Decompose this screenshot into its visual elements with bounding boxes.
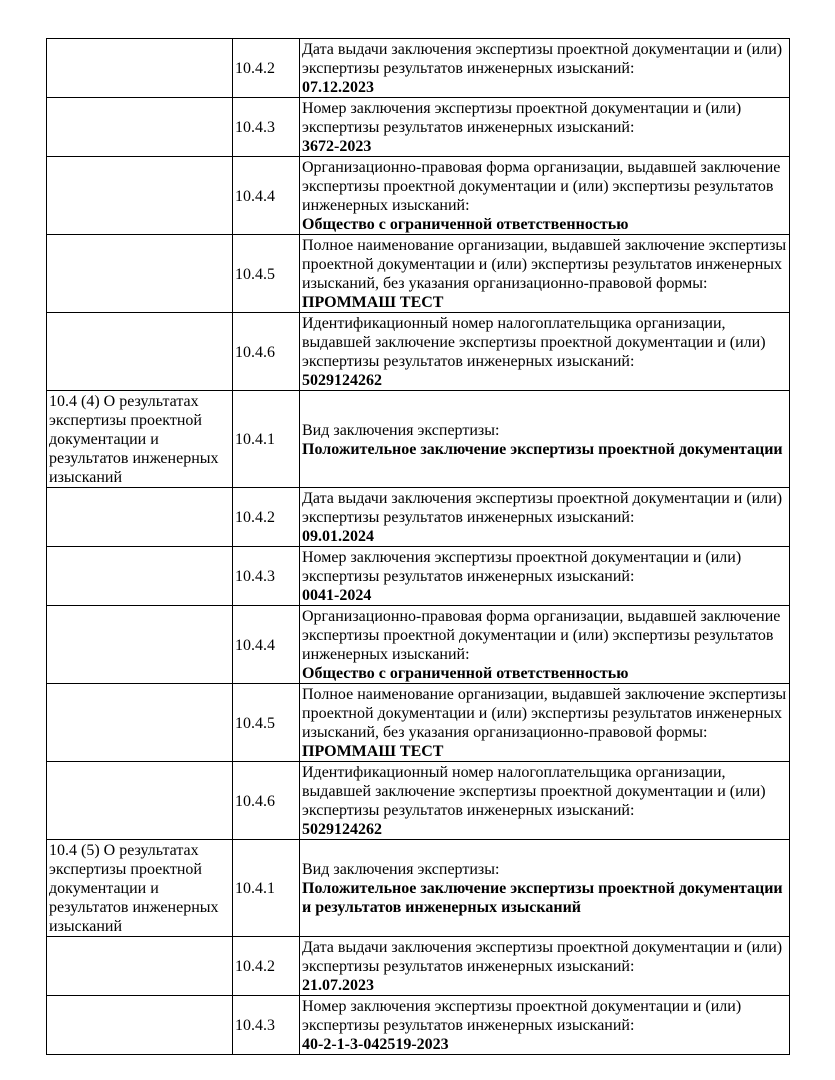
field-value: Положительное заключение экспертизы прое… xyxy=(302,440,783,458)
section-cell xyxy=(46,156,233,235)
content-cell: Идентификационный номер налогоплательщик… xyxy=(299,761,790,840)
table-row: 10.4 (5) О результатах экспертизы проект… xyxy=(46,839,790,937)
section-cell xyxy=(46,936,233,996)
code-cell: 10.4.6 xyxy=(232,761,300,840)
code-cell: 10.4.5 xyxy=(232,234,300,313)
table-row: 10.4.2 Дата выдачи заключения экспертизы … xyxy=(46,38,790,98)
code-cell: 10.4.3 xyxy=(232,995,300,1055)
code-cell: 10.4.2 xyxy=(232,38,300,98)
field-value: Положительное заключение экспертизы прое… xyxy=(302,880,783,916)
code-cell: 10.4.2 xyxy=(232,487,300,547)
section-cell xyxy=(46,234,233,313)
code-cell: 10.4.4 xyxy=(232,156,300,235)
code-cell: 10.4.4 xyxy=(232,605,300,684)
table-row: 10.4.5 Полное наименование организации, в… xyxy=(46,683,790,762)
field-label: Дата выдачи заключения экспертизы проект… xyxy=(302,939,783,975)
field-label: Организационно-правовая форма организаци… xyxy=(302,608,781,663)
content-cell: Номер заключения экспертизы проектной до… xyxy=(299,546,790,606)
section-cell: 10.4 (5) О результатах экспертизы проект… xyxy=(46,839,233,937)
table-row: 10.4 (4) О результатах экспертизы проект… xyxy=(46,390,790,488)
field-label: Вид заключения экспертизы: xyxy=(302,861,500,878)
expertise-table: 10.4.2 Дата выдачи заключения экспертизы … xyxy=(46,38,790,1055)
content-cell: Вид заключения экспертизы: Положительное … xyxy=(299,839,790,937)
field-value: Общество с ограниченной ответственностью xyxy=(302,216,629,233)
field-value: 07.12.2023 xyxy=(302,79,374,96)
section-cell xyxy=(46,761,233,840)
section-cell: 10.4 (4) О результатах экспертизы проект… xyxy=(46,390,233,488)
code-cell: 10.4.3 xyxy=(232,546,300,606)
code-cell: 10.4.6 xyxy=(232,312,300,391)
code-cell: 10.4.1 xyxy=(232,839,300,937)
field-value: ПРОММАШ ТЕСТ xyxy=(302,743,444,760)
field-label: Номер заключения экспертизы проектной до… xyxy=(302,549,742,585)
code-cell: 10.4.5 xyxy=(232,683,300,762)
field-value: ПРОММАШ ТЕСТ xyxy=(302,294,444,311)
field-value: 40-2-1-3-042519-2023 xyxy=(302,1036,449,1053)
content-cell: Организационно-правовая форма организаци… xyxy=(299,156,790,235)
field-value: 0041-2024 xyxy=(302,587,372,604)
table-row: 10.4.6 Идентификационный номер налогоплат… xyxy=(46,761,790,840)
content-cell: Полное наименование организации, выдавше… xyxy=(299,683,790,762)
table-row: 10.4.4 Организационно-правовая форма орга… xyxy=(46,605,790,684)
content-cell: Номер заключения экспертизы проектной до… xyxy=(299,97,790,157)
section-cell xyxy=(46,546,233,606)
content-cell: Полное наименование организации, выдавше… xyxy=(299,234,790,313)
field-label: Вид заключения экспертизы: xyxy=(302,421,500,439)
field-value: 3672-2023 xyxy=(302,138,372,155)
code-cell: 10.4.3 xyxy=(232,97,300,157)
field-value: Общество с ограниченной ответственностью xyxy=(302,665,629,682)
content-cell: Дата выдачи заключения экспертизы проект… xyxy=(299,936,790,996)
section-cell xyxy=(46,605,233,684)
section-cell xyxy=(46,683,233,762)
table-row: 10.4.3 Номер заключения экспертизы проект… xyxy=(46,97,790,157)
table-row: 10.4.4 Организационно-правовая форма орга… xyxy=(46,156,790,235)
content-cell: Идентификационный номер налогоплательщик… xyxy=(299,312,790,391)
table-row: 10.4.5 Полное наименование организации, в… xyxy=(46,234,790,313)
content-cell: Дата выдачи заключения экспертизы проект… xyxy=(299,487,790,547)
table-row: 10.4.3 Номер заключения экспертизы проект… xyxy=(46,995,790,1055)
field-label: Идентификационный номер налогоплательщик… xyxy=(302,764,766,819)
content-cell: Номер заключения экспертизы проектной до… xyxy=(299,995,790,1055)
table-row: 10.4.2 Дата выдачи заключения экспертизы … xyxy=(46,936,790,996)
table-row: 10.4.6 Идентификационный номер налогоплат… xyxy=(46,312,790,391)
content-cell: Вид заключения экспертизы: Положительное … xyxy=(299,390,790,488)
field-label: Полное наименование организации, выдавше… xyxy=(302,686,787,741)
content-cell: Организационно-правовая форма организаци… xyxy=(299,605,790,684)
section-cell xyxy=(46,38,233,98)
table-row: 10.4.3 Номер заключения экспертизы проект… xyxy=(46,546,790,606)
field-label: Полное наименование организации, выдавше… xyxy=(302,237,787,292)
field-value: 09.01.2024 xyxy=(302,528,374,545)
code-cell: 10.4.2 xyxy=(232,936,300,996)
field-value: 21.07.2023 xyxy=(302,977,374,994)
field-label: Организационно-правовая форма организаци… xyxy=(302,159,781,214)
section-cell xyxy=(46,312,233,391)
code-cell: 10.4.1 xyxy=(232,390,300,488)
field-value: 5029124262 xyxy=(302,372,382,389)
section-cell xyxy=(46,995,233,1055)
section-cell xyxy=(46,487,233,547)
field-label: Номер заключения экспертизы проектной до… xyxy=(302,100,742,136)
field-label: Идентификационный номер налогоплательщик… xyxy=(302,315,766,370)
field-label: Номер заключения экспертизы проектной до… xyxy=(302,998,742,1034)
content-cell: Дата выдачи заключения экспертизы проект… xyxy=(299,38,790,98)
field-label: Дата выдачи заключения экспертизы проект… xyxy=(302,490,783,526)
field-label: Дата выдачи заключения экспертизы проект… xyxy=(302,41,783,77)
field-value: 5029124262 xyxy=(302,821,382,838)
table-row: 10.4.2 Дата выдачи заключения экспертизы … xyxy=(46,487,790,547)
section-cell xyxy=(46,97,233,157)
